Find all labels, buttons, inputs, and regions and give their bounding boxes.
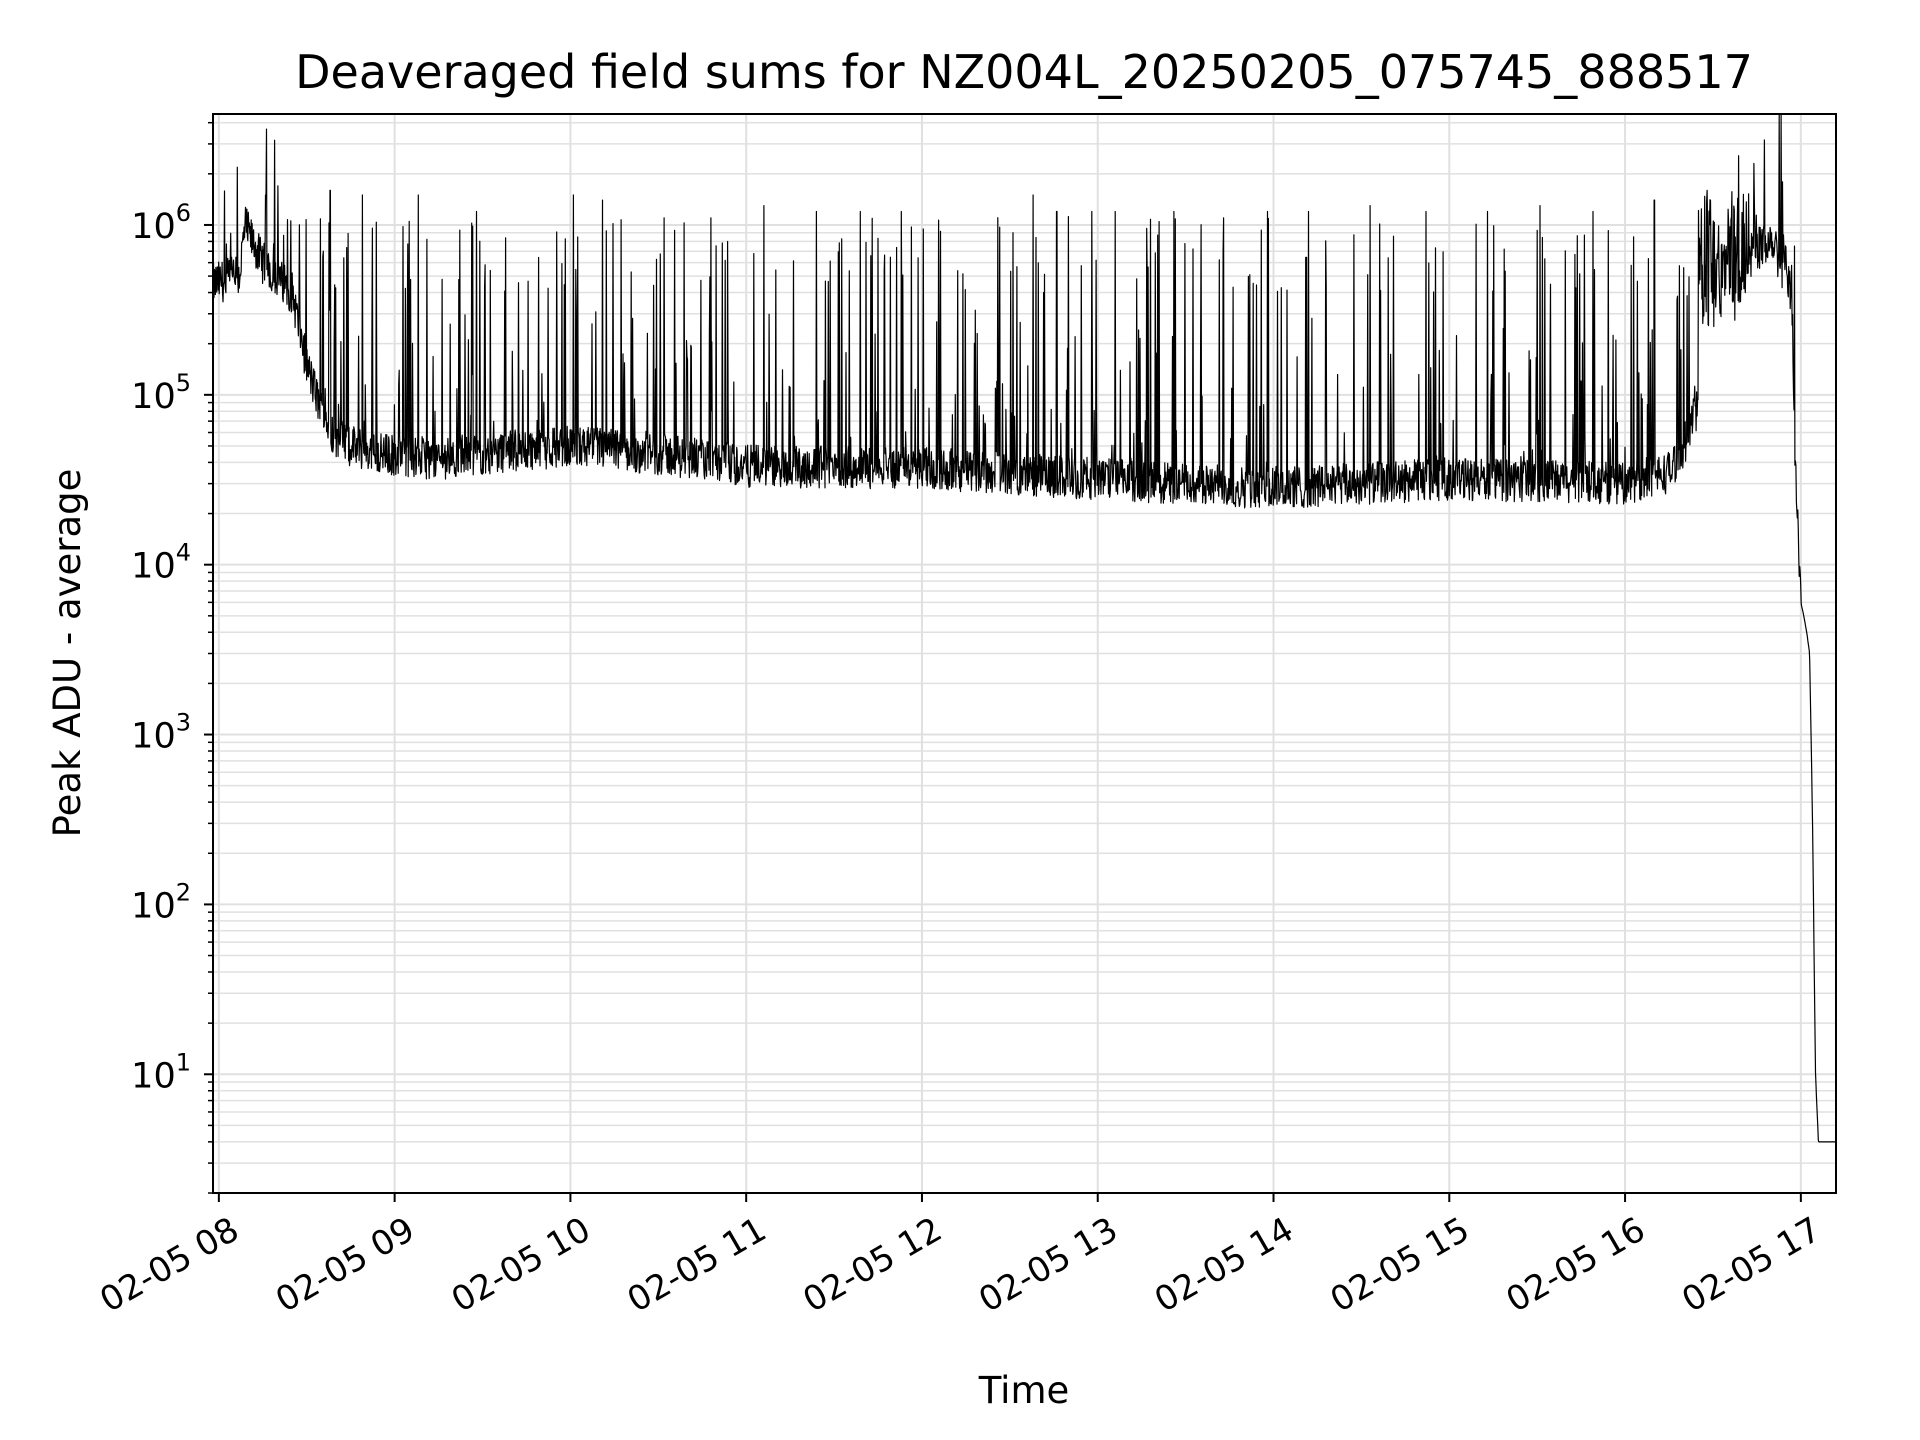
y-tick-label-exponent: 3 bbox=[176, 709, 191, 737]
x-axis-label: Time bbox=[978, 1369, 1070, 1412]
y-tick-label-exponent: 1 bbox=[176, 1048, 191, 1076]
y-tick-label-exponent: 5 bbox=[176, 369, 191, 397]
data-series bbox=[212, 113, 1837, 1143]
y-tick-label-base: 10 bbox=[131, 207, 176, 247]
y-tick-label: 101 bbox=[131, 1048, 191, 1096]
series-line bbox=[212, 113, 1837, 1143]
y-tick-label-base: 10 bbox=[131, 1056, 176, 1096]
y-tick-label-base: 10 bbox=[131, 717, 176, 757]
y-tick-label: 102 bbox=[131, 878, 191, 926]
y-tick-label-base: 10 bbox=[131, 377, 176, 417]
y-tick-label-base: 10 bbox=[131, 886, 176, 926]
y-tick-label: 106 bbox=[131, 199, 191, 247]
chart-title: Deaveraged field sums for NZ004L_2025020… bbox=[295, 45, 1753, 99]
y-tick-label-exponent: 4 bbox=[176, 539, 191, 567]
y-tick-label-exponent: 2 bbox=[176, 878, 191, 906]
y-tick-label: 105 bbox=[131, 369, 191, 417]
y-tick-label: 104 bbox=[131, 539, 191, 587]
y-axis-label: Peak ADU - average bbox=[46, 469, 89, 838]
y-tick-label-base: 10 bbox=[131, 547, 176, 587]
y-tick-label-exponent: 6 bbox=[176, 199, 191, 227]
y-tick-label: 103 bbox=[131, 709, 191, 757]
